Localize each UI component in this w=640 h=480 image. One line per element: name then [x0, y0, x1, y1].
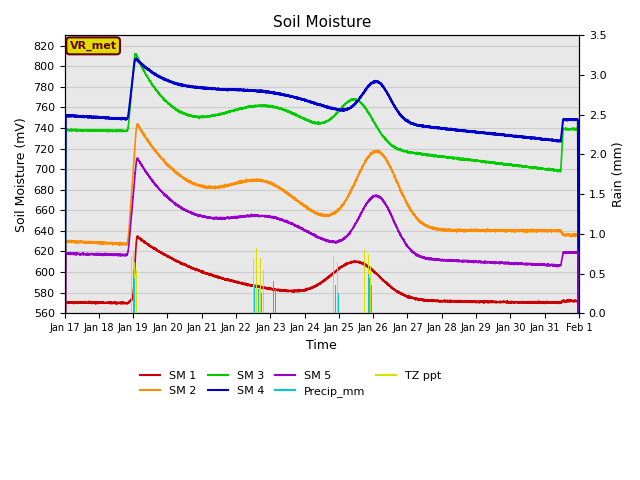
SM 5 — [303, 228, 310, 234]
SM 2 — [437, 227, 445, 233]
SM 5 — [437, 257, 445, 263]
SM 2 — [153, 151, 161, 156]
SM 5 — [134, 156, 141, 161]
SM 3 — [575, 278, 582, 284]
Bar — [367, 274, 369, 313]
Bar — [367, 254, 369, 313]
Text: VR_met: VR_met — [70, 41, 116, 51]
SM 3 — [575, 469, 583, 475]
SM 3 — [408, 150, 416, 156]
SM 3 — [132, 51, 140, 57]
Y-axis label: Soil Moisture (mV): Soil Moisture (mV) — [15, 117, 28, 232]
SM 3 — [466, 156, 474, 162]
SM 2 — [134, 121, 141, 127]
SM 4 — [303, 97, 310, 103]
SM 5 — [575, 377, 582, 383]
Line: SM 2: SM 2 — [65, 124, 579, 480]
SM 2 — [303, 203, 310, 209]
SM 1 — [153, 248, 161, 253]
Legend: SM 1, SM 2, SM 3, SM 4, SM 5, Precip_mm, TZ ppt: SM 1, SM 2, SM 3, SM 4, SM 5, Precip_mm,… — [136, 366, 446, 401]
SM 4 — [466, 129, 474, 134]
Bar — [261, 293, 262, 313]
Line: SM 4: SM 4 — [65, 59, 579, 480]
Bar — [134, 277, 135, 313]
SM 4 — [575, 271, 582, 276]
Bar — [256, 248, 257, 313]
SM 1 — [408, 295, 416, 301]
SM 1 — [437, 298, 445, 304]
SM 4 — [575, 463, 583, 469]
Bar — [258, 289, 259, 313]
Bar — [333, 256, 334, 313]
SM 2 — [466, 227, 474, 232]
Bar — [259, 258, 260, 313]
Bar — [337, 262, 338, 313]
Bar — [370, 265, 371, 313]
Bar — [275, 289, 276, 313]
SM 5 — [466, 258, 474, 264]
Line: SM 3: SM 3 — [65, 54, 579, 480]
Bar — [133, 270, 134, 313]
SM 3 — [303, 117, 310, 122]
Bar — [254, 286, 255, 313]
Bar — [273, 281, 275, 313]
SM 4 — [408, 121, 416, 127]
SM 2 — [575, 364, 582, 370]
Line: SM 1: SM 1 — [65, 236, 579, 480]
Bar — [263, 270, 264, 313]
Bar — [369, 277, 371, 313]
Y-axis label: Rain (mm): Rain (mm) — [612, 142, 625, 207]
SM 1 — [134, 233, 141, 239]
Line: SM 5: SM 5 — [65, 158, 579, 480]
SM 1 — [575, 377, 582, 383]
Bar — [335, 286, 336, 313]
SM 2 — [408, 209, 416, 215]
SM 1 — [466, 299, 474, 304]
Bar — [136, 270, 137, 313]
Title: Soil Moisture: Soil Moisture — [273, 15, 371, 30]
SM 1 — [303, 286, 310, 292]
Bar — [371, 286, 372, 313]
SM 5 — [153, 184, 161, 190]
Bar — [132, 252, 134, 313]
SM 5 — [408, 249, 416, 254]
SM 3 — [437, 154, 445, 160]
SM 4 — [437, 126, 445, 132]
Bar — [134, 262, 135, 313]
Bar — [364, 250, 365, 313]
SM 3 — [153, 88, 161, 94]
X-axis label: Time: Time — [307, 338, 337, 351]
Bar — [131, 256, 132, 313]
SM 4 — [132, 56, 140, 61]
SM 4 — [153, 72, 161, 78]
